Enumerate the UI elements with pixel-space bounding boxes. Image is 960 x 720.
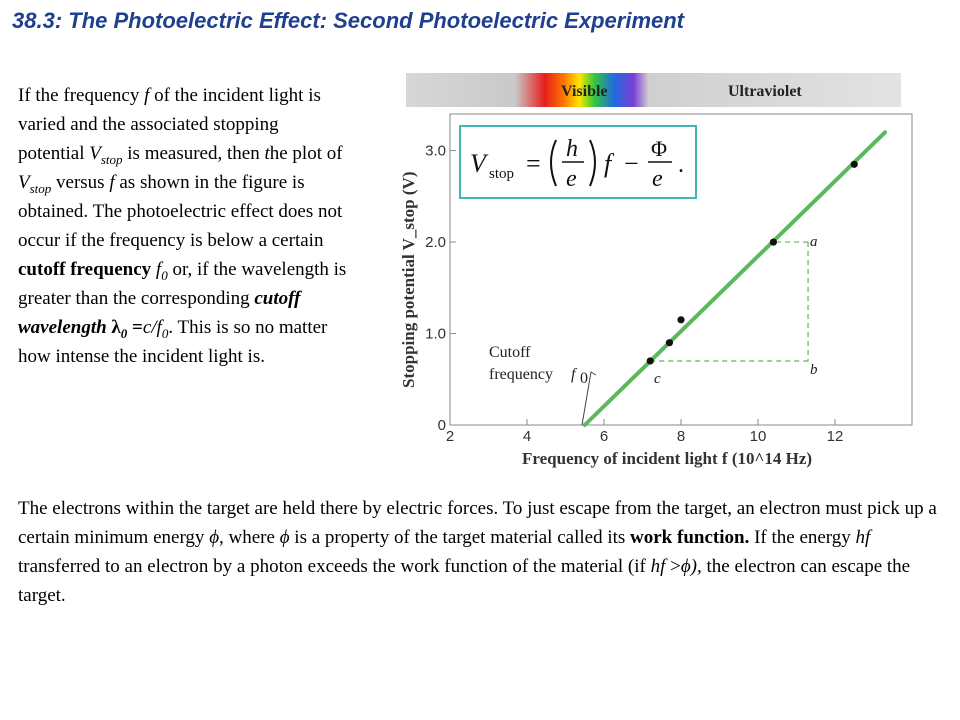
- fit-line-group: [582, 130, 888, 427]
- equation-equals: =: [526, 149, 541, 178]
- text: t: [264, 143, 270, 164]
- data-point: [677, 316, 685, 324]
- equation-subscript-stop: stop: [489, 166, 514, 182]
- equation-h: h: [566, 136, 578, 162]
- symbol-lambda: λ: [111, 317, 121, 338]
- subscript-0: 0: [120, 325, 128, 341]
- text: transferred to an electron by a photon e…: [18, 556, 651, 577]
- paren-right: [589, 139, 596, 187]
- fit-line: [582, 130, 888, 427]
- y-tick-label: 2.0: [425, 234, 446, 251]
- work-function-paragraph: The electrons within the target are held…: [18, 494, 938, 610]
- text: , where: [219, 527, 280, 548]
- data-point: [850, 160, 858, 168]
- symbol-phi: ϕ: [209, 527, 220, 548]
- term-cutoff-frequency: cutoff frequency: [18, 259, 152, 280]
- point-label-c: c: [654, 371, 661, 387]
- band-label-visible: Visible: [561, 83, 608, 100]
- equation-box: V stop = h e f − Φ e .: [459, 125, 697, 199]
- text: ),: [690, 556, 707, 577]
- x-tick-label: 8: [677, 428, 685, 445]
- x-tick-label: 12: [827, 428, 844, 445]
- y-axis-title-text: Stopping potential V_stop (V): [399, 172, 418, 388]
- term-cutoff-wavelength: cutoff wavelength: [18, 288, 301, 338]
- guide-lines: [650, 241, 809, 362]
- cutoff-pointer: [581, 371, 597, 426]
- x-tick-label: 2: [446, 428, 454, 445]
- y-tick-label: 0: [438, 417, 446, 434]
- text: >: [665, 556, 681, 577]
- symbol-f: f: [109, 172, 115, 193]
- y-axis-title: Stopping potential V_stop (V): [399, 172, 418, 388]
- point-label-a: a: [810, 234, 818, 250]
- text: If the energy: [749, 527, 856, 548]
- subscript-0: 0: [161, 325, 169, 341]
- symbol-c-over-f: c/f: [142, 317, 162, 338]
- equation-f: f: [604, 149, 615, 178]
- cutoff-f0-subscript: 0: [580, 370, 588, 387]
- symbol-v: V: [18, 172, 30, 193]
- equation-period: .: [678, 152, 684, 178]
- data-point: [646, 357, 654, 365]
- equation-e: e: [566, 166, 577, 192]
- point-label-b: b: [810, 362, 818, 378]
- symbol-f0: f: [155, 259, 162, 280]
- text: of the incident light is varied and the …: [18, 85, 321, 164]
- spectrum-band: [406, 73, 901, 107]
- text: as shown in the figure is obtained. The …: [18, 172, 343, 251]
- subscript-stop: stop: [29, 180, 52, 196]
- x-tick-label: 4: [523, 428, 531, 445]
- data-points: [646, 160, 858, 365]
- equation-v: V: [470, 149, 489, 178]
- cutoff-f0: f: [571, 366, 578, 383]
- text: is a property of the target material cal…: [289, 527, 631, 548]
- paren-left: [550, 139, 557, 187]
- symbol-phi: ϕ: [279, 527, 290, 548]
- symbol-v: V: [89, 143, 101, 164]
- equation-phi: Φ: [651, 136, 667, 161]
- data-point: [665, 339, 674, 347]
- symbol-hf: hf: [855, 527, 871, 548]
- term-work-function: work function.: [630, 527, 750, 548]
- stopping-potential-figure: Visible Ultraviolet 2 4 6 8 10 12 0 1.0 2.0 3.0 V…: [399, 73, 913, 468]
- axis-ticks: 2 4 6 8 10 12 0 1.0 2.0 3.0: [425, 143, 843, 445]
- page-title: 38.3: The Photoelectric Effect: Second P…: [12, 8, 684, 33]
- subscript-stop: stop: [100, 151, 123, 167]
- cutoff-label-line2: frequency: [489, 366, 553, 383]
- text: or, if the wavelength is greater than th…: [18, 259, 347, 309]
- text: he plot of: [269, 143, 343, 164]
- data-point: [769, 238, 777, 246]
- text: versus: [51, 172, 110, 193]
- text: . This is so no matter how intense the i…: [18, 317, 328, 367]
- x-tick-label: 10: [750, 428, 767, 445]
- subscript-0: 0: [161, 267, 168, 283]
- text: If the frequency: [18, 85, 145, 106]
- intro-paragraph: If the frequency f of the incident light…: [18, 81, 348, 371]
- text: is measured, then: [122, 143, 265, 164]
- symbol-phi: ϕ: [680, 556, 691, 577]
- x-tick-label: 6: [600, 428, 608, 445]
- band-label-ultraviolet: Ultraviolet: [728, 83, 802, 100]
- cutoff-label-line1: Cutoff: [489, 344, 531, 361]
- x-axis-title: Frequency of incident light f (10^14 Hz): [522, 449, 812, 468]
- y-tick-label: 3.0: [425, 143, 446, 160]
- x-axis-title-text: Frequency of incident light f (10^14 Hz): [522, 449, 812, 468]
- equals: =: [127, 317, 143, 338]
- text: the electron can escape the target.: [18, 556, 911, 606]
- symbol-f: f: [144, 85, 150, 106]
- equation-e: e: [652, 166, 663, 192]
- equation-minus: −: [624, 149, 639, 178]
- symbol-hf: hf: [650, 556, 666, 577]
- text: The electrons within the target are held…: [18, 498, 937, 548]
- y-tick-label: 1.0: [425, 326, 446, 343]
